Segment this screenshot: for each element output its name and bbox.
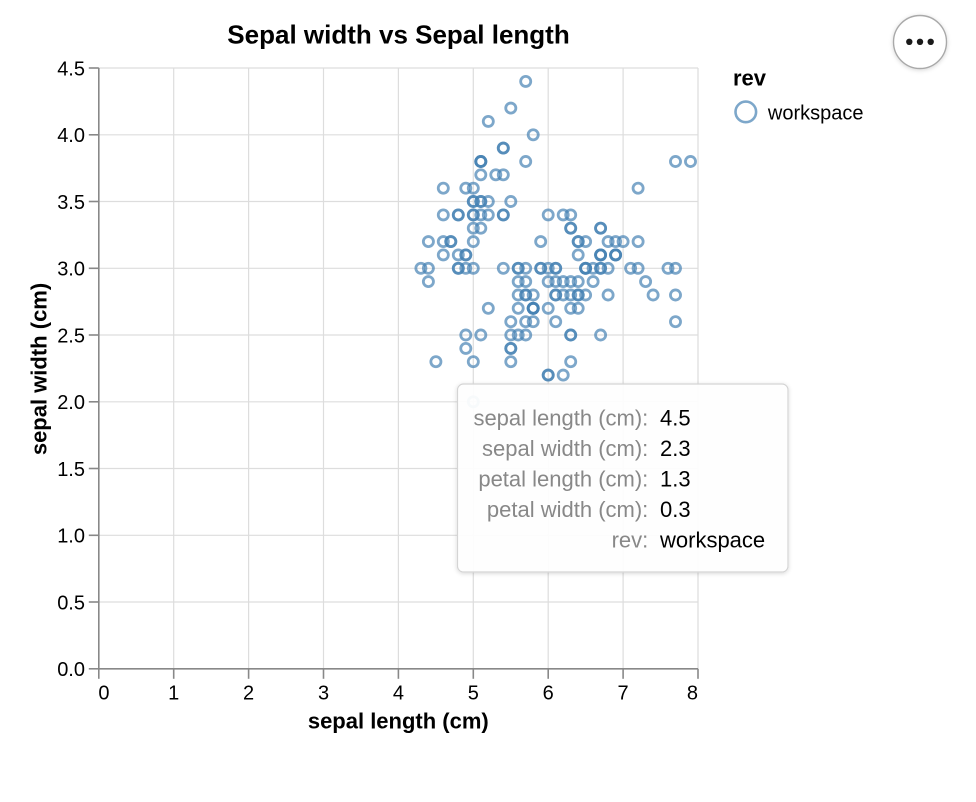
svg-text:2.0: 2.0 [57, 392, 85, 414]
svg-text:petal length (cm):: petal length (cm): [478, 467, 648, 492]
svg-text:2.3: 2.3 [660, 436, 691, 461]
svg-text:0.5: 0.5 [57, 592, 85, 614]
svg-text:1.3: 1.3 [660, 467, 691, 492]
svg-text:rev:: rev: [612, 528, 649, 553]
svg-text:workspace: workspace [659, 528, 765, 553]
svg-text:8: 8 [687, 682, 698, 704]
svg-text:3.5: 3.5 [57, 192, 85, 214]
svg-text:4: 4 [393, 682, 404, 704]
svg-text:4.0: 4.0 [57, 125, 85, 147]
svg-text:1.0: 1.0 [57, 526, 85, 548]
svg-text:petal width (cm):: petal width (cm): [487, 497, 648, 522]
svg-text:2: 2 [243, 682, 254, 704]
svg-text:Sepal width vs Sepal length: Sepal width vs Sepal length [227, 19, 569, 49]
svg-text:workspace: workspace [767, 102, 864, 124]
svg-text:5: 5 [468, 682, 479, 704]
svg-text:1: 1 [168, 682, 179, 704]
svg-text:sepal width (cm):: sepal width (cm): [482, 436, 648, 461]
svg-text:rev: rev [733, 66, 767, 91]
svg-text:sepal width (cm): sepal width (cm) [26, 283, 51, 455]
svg-text:0: 0 [98, 682, 109, 704]
svg-text:6: 6 [543, 682, 554, 704]
svg-text:2.5: 2.5 [57, 325, 85, 347]
svg-text:0.3: 0.3 [660, 497, 691, 522]
svg-text:0.0: 0.0 [57, 659, 85, 681]
svg-text:3: 3 [318, 682, 329, 704]
svg-text:sepal length (cm): sepal length (cm) [308, 708, 489, 733]
svg-text:3.0: 3.0 [57, 259, 85, 281]
svg-text:sepal length (cm):: sepal length (cm): [473, 405, 648, 430]
svg-text:1.5: 1.5 [57, 459, 85, 481]
svg-text:4.5: 4.5 [57, 58, 85, 80]
svg-text:4.5: 4.5 [660, 405, 691, 430]
svg-text:7: 7 [618, 682, 629, 704]
